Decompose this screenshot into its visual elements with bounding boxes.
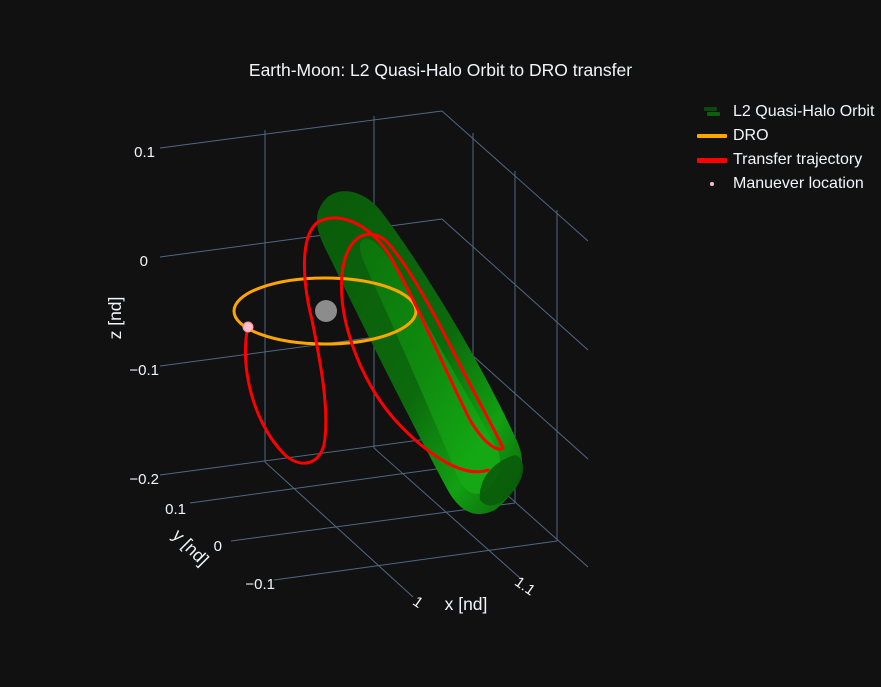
floor-grid-line (373, 447, 521, 579)
legend-label: L2 Quasi-Halo Orbit (733, 103, 875, 120)
z-grid-line (159, 110, 443, 149)
z-grid-line (159, 436, 443, 476)
floor-grid-line (264, 461, 414, 598)
floor-grid-line (189, 463, 474, 504)
chart-title: Earth-Moon: L2 Quasi-Halo Orbit to DRO t… (248, 60, 633, 80)
axis-ticks: 0.1 0 −0.1 −0.2 0.1 0 −0.1 1 1.1 (129, 144, 538, 612)
halo-surface-fold (479, 455, 524, 506)
moon-marker (315, 300, 337, 322)
z-tick-label: 0 (140, 253, 148, 270)
transfer-path-return (340, 232, 505, 474)
z-tick-label: −0.2 (129, 471, 159, 488)
floor-grid-line (273, 540, 558, 581)
y-axis-label: y [nd] (168, 525, 212, 569)
legend-item-transfer[interactable]: Transfer trajectory (696, 148, 874, 172)
legend-item-halo[interactable]: L2 Quasi-Halo Orbit (696, 100, 874, 124)
z-grid-line (159, 218, 443, 258)
transfer-trajectory[interactable] (243, 216, 505, 474)
dro-line (232, 276, 418, 346)
legend: L2 Quasi-Halo Orbit DRO Transfer traject… (696, 100, 874, 196)
marker-swatch-icon (696, 172, 728, 196)
y-tick-label: −0.1 (245, 576, 275, 593)
halo-surface-inner (359, 239, 501, 494)
x-axis-label: x [nd] (445, 594, 488, 614)
dro-orbit[interactable] (232, 276, 418, 346)
axis-grid (159, 110, 589, 598)
legend-label: Transfer trajectory (733, 151, 863, 168)
line-swatch-icon (696, 148, 728, 172)
x-tick-label: 1.1 (511, 573, 538, 599)
legend-label: DRO (733, 127, 769, 144)
line-swatch-icon (696, 124, 728, 148)
legend-label: Manuever location (733, 175, 864, 192)
y-tick-label: 0 (214, 538, 222, 555)
maneuver-marker[interactable] (242, 321, 254, 333)
y-tick-label: 0.1 (165, 501, 186, 518)
surface-swatch-icon (696, 100, 728, 124)
legend-item-dro[interactable]: DRO (696, 124, 874, 148)
z-tick-label: 0.1 (134, 144, 155, 161)
z-axis-label: z [nd] (105, 297, 125, 340)
legend-item-maneuver[interactable]: Manuever location (696, 172, 874, 196)
z-tick-label: −0.1 (129, 362, 159, 379)
transfer-path (243, 216, 505, 465)
l2-quasi-halo-surface[interactable] (316, 191, 524, 514)
